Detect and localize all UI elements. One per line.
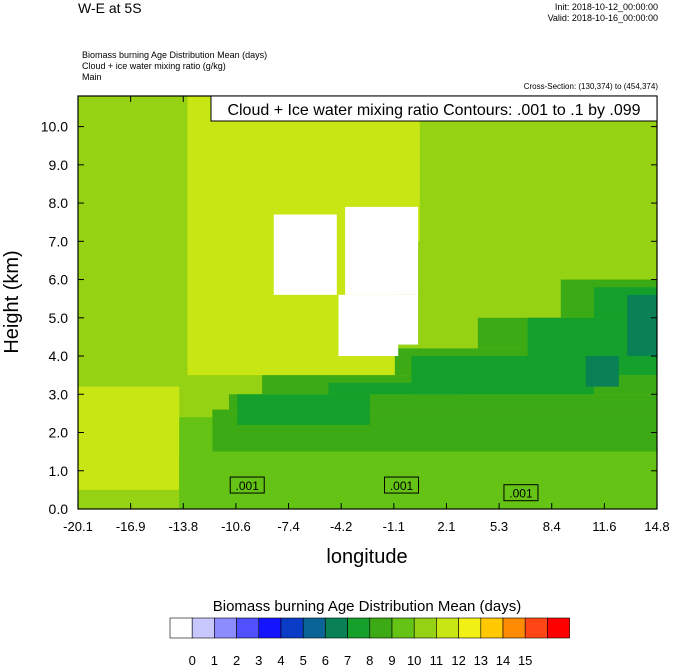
colorbar-swatch — [480, 617, 504, 639]
colorbar-swatch — [347, 617, 371, 639]
colorbar-title: Biomass burning Age Distribution Mean (d… — [213, 598, 521, 615]
colorbar-swatch — [413, 617, 437, 639]
colorbar-swatch — [391, 617, 415, 639]
colorbar-swatch — [236, 617, 260, 639]
age-region — [627, 294, 657, 357]
axes-layer: -20.1 -16.9 -13.8 -10.6 -7.4 -4.2 -1.1 2.1 5.3 8.… — [41, 96, 670, 534]
y-tick-label: 9.0 — [49, 157, 69, 173]
field-description-3: Main — [82, 72, 102, 82]
age-region — [391, 294, 419, 345]
y-tick-label: 6.0 — [49, 272, 69, 288]
x-axis-label: longitude — [326, 546, 407, 568]
age-region — [273, 214, 337, 295]
colorbar-tick-label: 5 — [300, 653, 307, 667]
x-tick-label: -7.4 — [277, 519, 299, 534]
colorbar-tick-label: 4 — [277, 653, 284, 667]
contour-label-box — [503, 484, 539, 502]
age-region — [338, 294, 399, 357]
cloud-contour-layer: .001 .001 .001 — [229, 476, 539, 502]
y-tick-label: 5.0 — [49, 310, 69, 326]
contour-title: Cloud + Ice water mixing ratio Contours:… — [227, 102, 640, 119]
colorbar-tick-label: 13 — [474, 653, 488, 667]
contour-title-frame — [210, 95, 658, 122]
contour-label-box — [384, 476, 420, 494]
colorbar-tick-label: 15 — [518, 653, 532, 667]
contour-label: .001 — [236, 479, 260, 493]
y-tick-label: 0.0 — [49, 501, 69, 517]
x-tick-label: 8.4 — [543, 519, 561, 534]
y-tick-label: 10.0 — [41, 119, 68, 135]
x-tick-label: -1.1 — [383, 519, 405, 534]
colorbar-swatch — [302, 617, 326, 639]
contour-label: .001 — [509, 487, 533, 501]
y-tick-label: 8.0 — [49, 195, 69, 211]
colorbar-tick-label: 10 — [407, 653, 421, 667]
x-tick-label: 2.1 — [437, 519, 455, 534]
x-tick-label: -13.8 — [168, 519, 198, 534]
age-region — [585, 356, 619, 387]
colorbar: 0 1 2 3 4 5 6 7 8 9 10 11 12 13 14 15 — [169, 617, 570, 667]
contour-label: .001 — [390, 479, 414, 493]
colorbar-tick-label: 2 — [233, 653, 240, 667]
x-tick-label: -4.2 — [330, 519, 352, 534]
y-tick-label: 2.0 — [49, 425, 69, 441]
field-description-1: Biomass burning Age Distribution Mean (d… — [82, 50, 268, 60]
age-region — [78, 386, 180, 490]
x-tick-label: 5.3 — [490, 519, 508, 534]
y-tick-label: 7.0 — [49, 233, 69, 249]
field-description-2: Cloud + ice water mixing ratio (g/kg) — [82, 61, 226, 71]
x-tick-label: -10.6 — [221, 519, 251, 534]
x-tick-label: -16.9 — [116, 519, 146, 534]
contour-label-box — [229, 476, 265, 494]
x-tick-label: 11.6 — [592, 519, 616, 534]
y-tick-label: 1.0 — [49, 463, 69, 479]
colorbar-tick-label: 0 — [189, 653, 196, 667]
colorbar-tick-label: 1 — [211, 653, 218, 667]
colorbar-swatch — [547, 617, 570, 639]
colorbar-swatch — [214, 617, 237, 639]
colorbar-swatch — [280, 617, 304, 639]
colorbar-swatch — [169, 617, 193, 639]
age-region — [237, 394, 370, 425]
figure-title: W-E at 5S — [78, 0, 142, 16]
colorbar-tick-label: 3 — [255, 653, 262, 667]
age-region — [328, 382, 462, 395]
contour-title-box: Cloud + Ice water mixing ratio Contours:… — [210, 95, 658, 122]
valid-time: Valid: 2018-10-16_00:00:00 — [547, 13, 658, 23]
age-field-layer — [78, 96, 658, 509]
init-time: Init: 2018-10-12_00:00:00 — [554, 2, 658, 12]
colorbar-swatch — [369, 617, 393, 639]
colorbar-swatch — [502, 617, 526, 639]
colorbar-swatch — [458, 617, 482, 639]
y-tick-label: 3.0 — [49, 386, 69, 402]
y-axis-label: Height (km) — [1, 250, 23, 353]
colorbar-tick-label: 7 — [344, 653, 351, 667]
colorbar-swatch — [258, 617, 282, 639]
colorbar-swatch — [325, 617, 348, 639]
age-region — [345, 206, 419, 295]
colorbar-tick-label: 9 — [388, 653, 395, 667]
colorbar-tick-label: 6 — [322, 653, 329, 667]
colorbar-swatch — [524, 617, 548, 639]
colorbar-tick-label: 14 — [496, 653, 510, 667]
colorbar-tick-label: 12 — [451, 653, 465, 667]
x-tick-label: -20.1 — [63, 519, 93, 534]
colorbar-swatch — [191, 617, 215, 639]
x-tick-label: 14.8 — [644, 519, 669, 534]
colorbar-tick-label: 11 — [430, 653, 444, 667]
colorbar-swatch — [436, 617, 459, 639]
cross-section-label: Cross-Section: (130,374) to (454,374) — [523, 82, 658, 91]
y-tick-label: 4.0 — [49, 348, 69, 364]
colorbar-tick-label: 8 — [366, 653, 373, 667]
